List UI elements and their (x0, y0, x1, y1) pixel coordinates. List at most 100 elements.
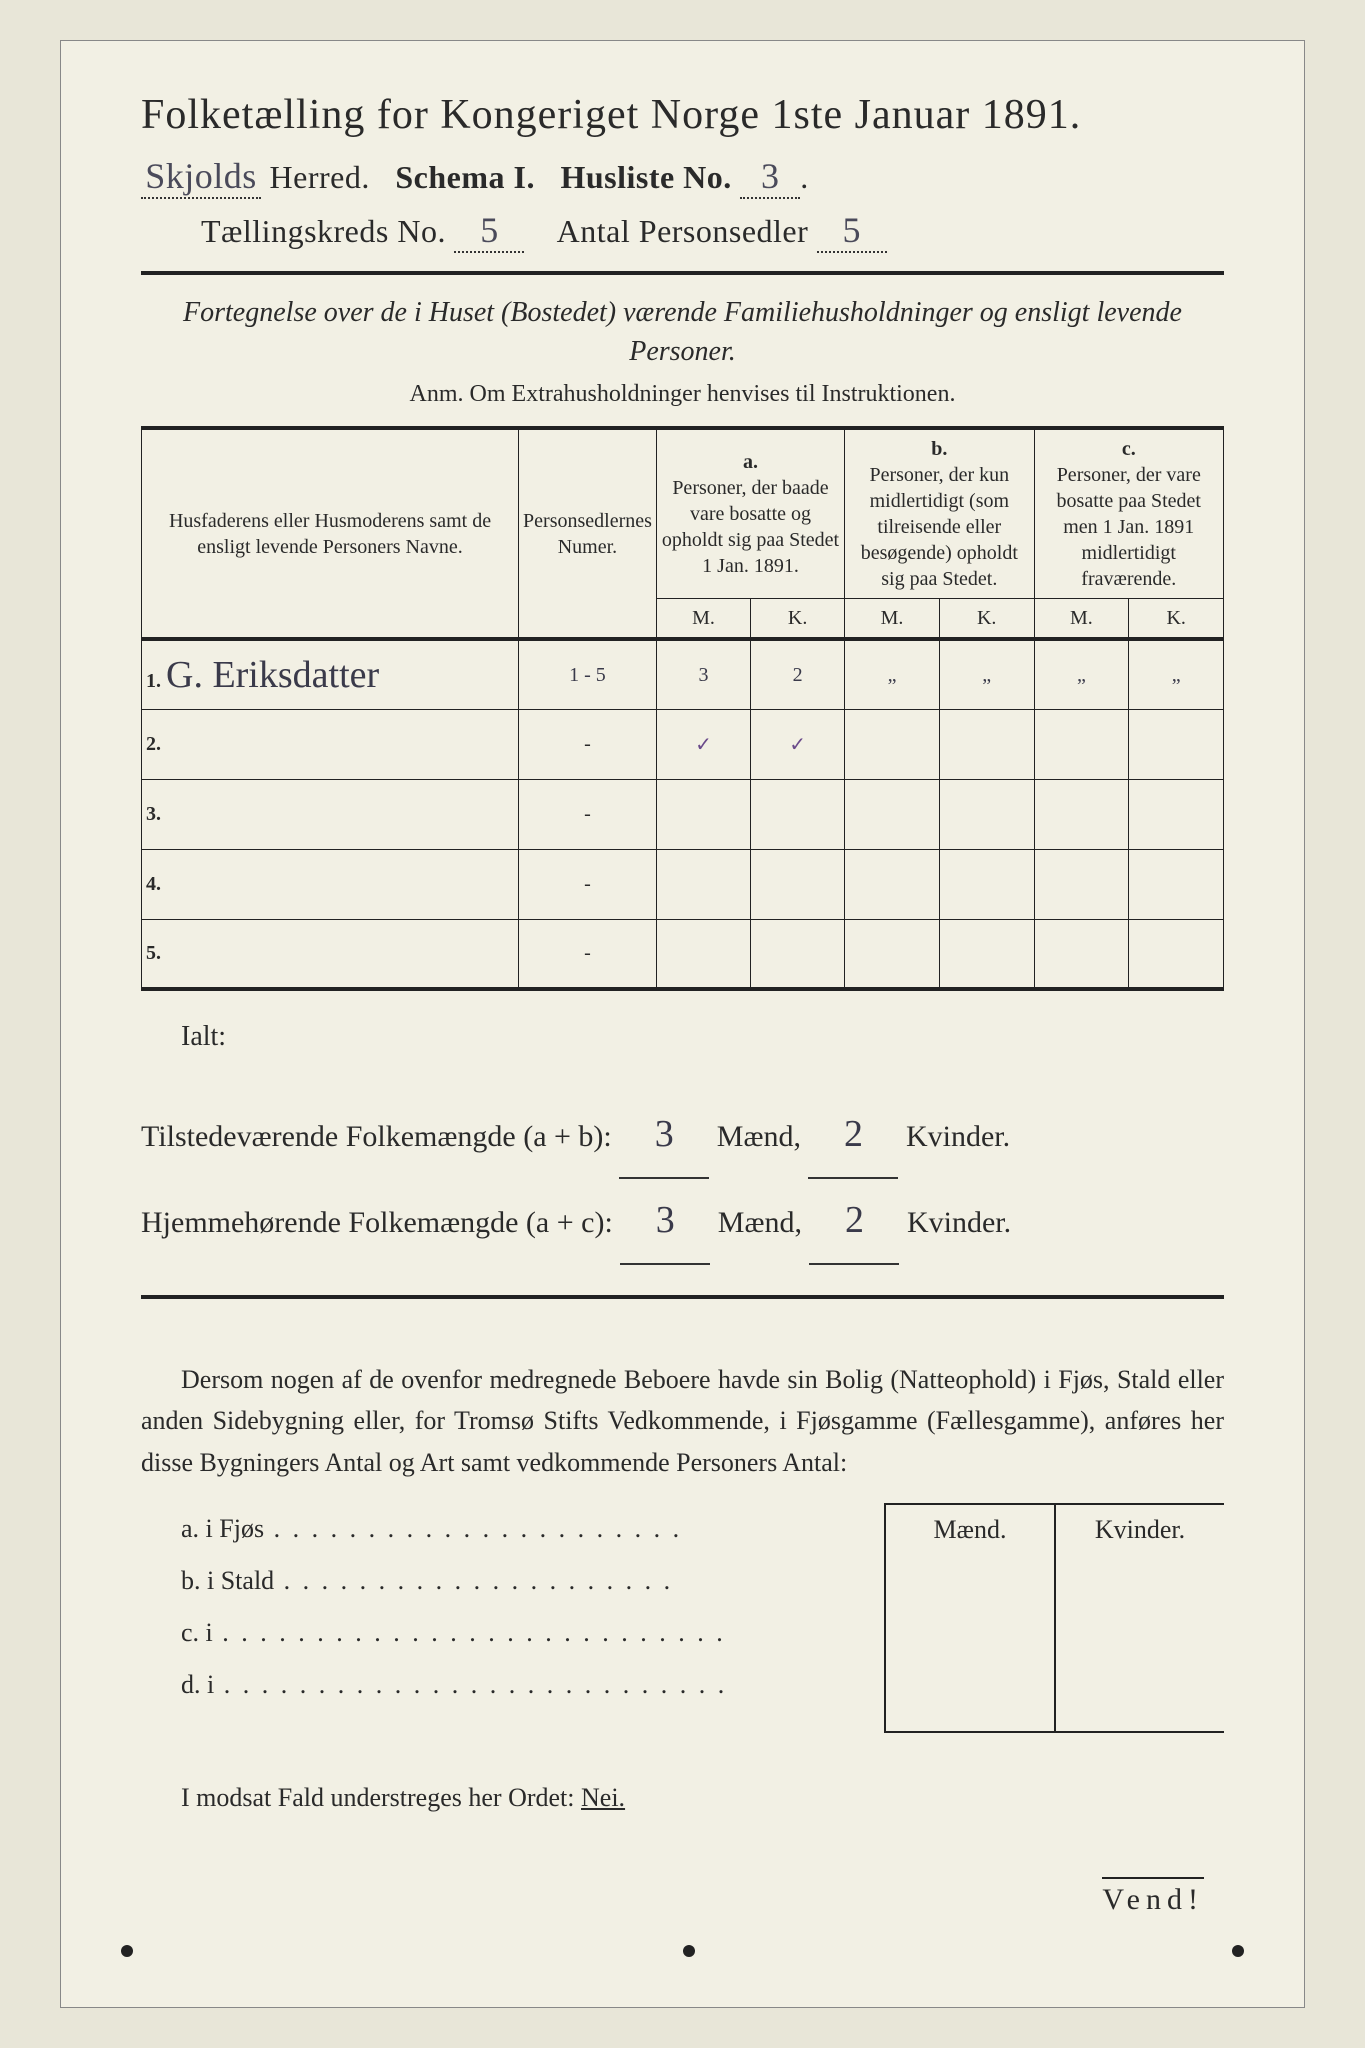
husliste-label: Husliste No. (560, 159, 731, 195)
totals-1-label: Tilstedeværende Folkemængde (a + b): (141, 1120, 612, 1153)
census-form-page: Folketælling for Kongeriget Norge 1ste J… (60, 40, 1305, 2008)
dots: . . . . . . . . . . . . . . . . . . . . … (274, 1566, 673, 1595)
kvinder-label: Kvinder. (907, 1206, 1011, 1239)
cell-ck: „ (1129, 639, 1224, 709)
cell-bk (939, 779, 1034, 849)
table-row: 5. - (142, 919, 1224, 989)
th-b-label: b. (931, 438, 947, 460)
table-row: 3. - (142, 779, 1224, 849)
cell-num: 1 - 5 (519, 639, 657, 709)
page-title: Folketælling for Kongeriget Norge 1ste J… (141, 91, 1224, 145)
cell-bm (845, 779, 940, 849)
building-d: d. i . . . . . . . . . . . . . . . . . .… (181, 1659, 884, 1711)
th-ak: K. (751, 599, 845, 640)
cell-am (656, 849, 750, 919)
cell-ak (751, 779, 845, 849)
cell-num: - (519, 849, 657, 919)
building-b-text: b. i Stald (181, 1566, 274, 1595)
building-c: c. i . . . . . . . . . . . . . . . . . .… (181, 1607, 884, 1659)
cell-num: - (519, 779, 657, 849)
building-list: a. i Fjøs . . . . . . . . . . . . . . . … (141, 1503, 884, 1733)
table-row: 1. G. Eriksdatter 1 - 5 3 2 „ „ „ „ (142, 639, 1224, 709)
th-b: b. Personer, der kun midlertidigt (som t… (845, 428, 1034, 599)
th-num: Personsedlernes Numer. (519, 428, 657, 639)
punch-hole-icon (683, 1945, 695, 1957)
row-num: 1. (146, 670, 161, 692)
cell-ck (1129, 849, 1224, 919)
punch-hole-icon (1232, 1945, 1244, 1957)
totals-2-k: 2 (809, 1179, 899, 1265)
row-num: 5. (142, 919, 519, 989)
building-a-text: a. i Fjøs (181, 1514, 264, 1543)
modsatt-line: I modsat Fald understreges her Ordet: Ne… (141, 1783, 1224, 1813)
th-c-label: c. (1122, 438, 1136, 460)
mk-maend: Mænd. (886, 1505, 1056, 1731)
th-bk: K. (939, 599, 1034, 640)
vend-label: Vend! (1102, 1877, 1204, 1917)
cell-ck (1129, 779, 1224, 849)
husliste-value: 3 (740, 155, 800, 199)
cell-bk (939, 709, 1034, 779)
cell-num: - (519, 709, 657, 779)
th-ck: K. (1129, 599, 1224, 640)
antal-label: Antal Personsedler (557, 213, 809, 249)
cell-ck (1129, 709, 1224, 779)
cell-bk (939, 849, 1034, 919)
antal-value: 5 (817, 209, 887, 253)
header-line-2: Tællingskreds No. 5 Antal Personsedler 5 (141, 209, 1224, 253)
cell-name: 1. G. Eriksdatter (142, 639, 519, 709)
th-a-text: Personer, der baade vare bosatte og opho… (662, 477, 839, 577)
cell-bm (845, 919, 940, 989)
th-c-text: Personer, der vare bosatte paa Stedet me… (1057, 464, 1201, 590)
th-am: M. (656, 599, 750, 640)
totals-block: Tilstedeværende Folkemængde (a + b): 3 M… (141, 1093, 1224, 1264)
nei-word: Nei. (581, 1783, 625, 1812)
building-section: a. i Fjøs . . . . . . . . . . . . . . . … (141, 1503, 1224, 1733)
dots: . . . . . . . . . . . . . . . . . . . . … (214, 1670, 727, 1699)
cell-am (656, 919, 750, 989)
cell-ak (751, 849, 845, 919)
th-c: c. Personer, der vare bosatte paa Stedet… (1034, 428, 1223, 599)
th-b-text: Personer, der kun midlertidigt (som tilr… (861, 464, 1018, 590)
totals-2-label: Hjemmehørende Folkemængde (a + c): (141, 1206, 613, 1239)
maend-label: Mænd, (717, 1120, 801, 1153)
cell-bm (845, 849, 940, 919)
cell-cm: „ (1034, 639, 1129, 709)
cell-ak: 2 (751, 639, 845, 709)
dots: . . . . . . . . . . . . . . . . . . . . … (213, 1618, 726, 1647)
cell-am (656, 779, 750, 849)
building-c-text: c. i (181, 1618, 213, 1647)
cell-num: - (519, 919, 657, 989)
totals-1-m: 3 (619, 1093, 709, 1179)
totals-2-m: 3 (620, 1179, 710, 1265)
row-num: 3. (142, 779, 519, 849)
kreds-label: Tællingskreds No. (201, 213, 446, 249)
cell-bm: „ (845, 639, 940, 709)
cell-cm (1034, 709, 1129, 779)
building-a: a. i Fjøs . . . . . . . . . . . . . . . … (181, 1503, 884, 1555)
anm-note: Anm. Om Extrahusholdninger henvises til … (141, 381, 1224, 408)
mk-box: Mænd. Kvinder. (884, 1503, 1224, 1733)
row-num: 4. (142, 849, 519, 919)
th-a-label: a. (743, 451, 758, 473)
th-cm: M. (1034, 599, 1129, 640)
divider (141, 1295, 1224, 1299)
table-row: 4. - (142, 849, 1224, 919)
herred-value: Skjolds (141, 155, 261, 199)
totals-1-k: 2 (808, 1093, 898, 1179)
kreds-value: 5 (454, 209, 524, 253)
herred-label: Herred. (270, 159, 370, 195)
th-bm: M. (845, 599, 940, 640)
building-paragraph: Dersom nogen af de ovenfor medregnede Be… (141, 1359, 1224, 1484)
census-table: Husfaderens eller Husmoderens samt de en… (141, 426, 1224, 991)
subtitle: Fortegnelse over de i Huset (Bostedet) v… (141, 293, 1224, 371)
row-num: 2. (142, 709, 519, 779)
cell-ak: ✓ (751, 709, 845, 779)
cell-ck (1129, 919, 1224, 989)
building-b: b. i Stald . . . . . . . . . . . . . . .… (181, 1555, 884, 1607)
cell-bm (845, 709, 940, 779)
cell-am: 3 (656, 639, 750, 709)
maend-label: Mænd, (718, 1206, 802, 1239)
cell-bk (939, 919, 1034, 989)
totals-line-1: Tilstedeværende Folkemængde (a + b): 3 M… (141, 1093, 1224, 1179)
